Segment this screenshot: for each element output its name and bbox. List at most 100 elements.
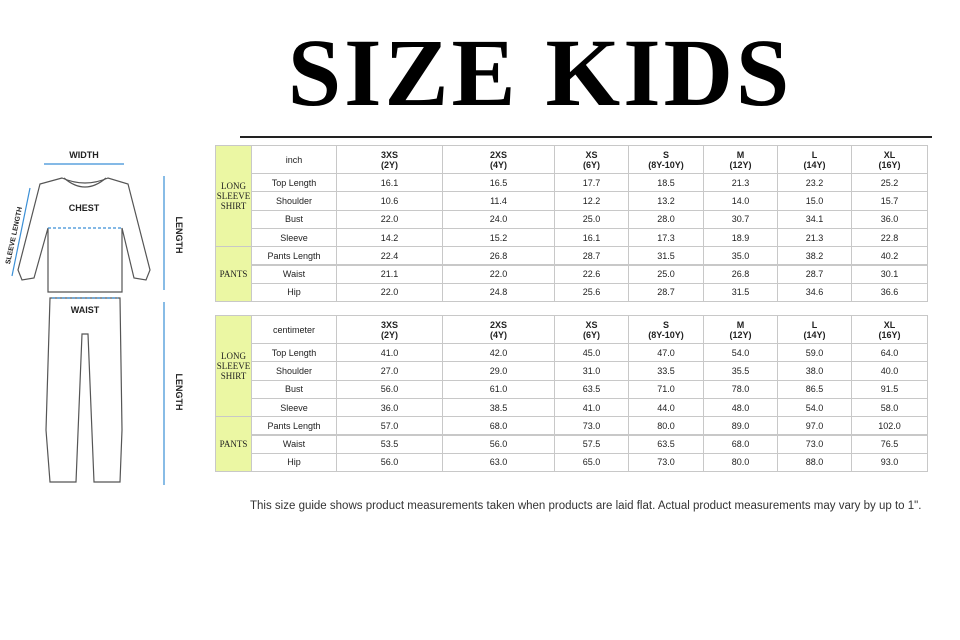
chest-label: CHEST [69, 203, 100, 213]
value-cell: 68.0 [442, 416, 555, 436]
pants-length-label: LENGTH [174, 374, 184, 411]
value-cell: 22.8 [851, 227, 928, 248]
size: L [811, 149, 818, 160]
value-cell: 48.0 [703, 397, 778, 418]
value-cell: 28.7 [628, 282, 704, 303]
value-cell: 14.2 [336, 227, 443, 248]
width-label: WIDTH [69, 150, 99, 160]
value-cell: 73.0 [777, 434, 852, 454]
value-cell: 36.0 [851, 209, 928, 229]
size: S [662, 319, 669, 330]
size-header: XL (16Y) [851, 315, 928, 344]
value-cell: 31.0 [554, 361, 629, 381]
value-cell: 27.0 [336, 361, 443, 381]
size: 3XS [380, 319, 398, 330]
size-header: 3XS (2Y) [336, 145, 443, 174]
value-cell: 56.0 [336, 452, 443, 473]
value-cell: 80.0 [628, 416, 704, 436]
value-cell: 93.0 [851, 452, 928, 473]
row-label: Pants Length [251, 246, 337, 266]
value-cell: 13.2 [628, 191, 704, 211]
unit-header: inch [251, 145, 337, 174]
value-cell: 76.5 [851, 434, 928, 454]
value-cell: 38.2 [777, 246, 852, 266]
value-cell: 12.2 [554, 191, 629, 211]
size-header: S (8Y-10Y) [628, 145, 704, 174]
value-cell: 44.0 [628, 397, 704, 418]
value-cell: 33.5 [628, 361, 704, 381]
group-label: LONG SLEEVE SHIRT [215, 315, 252, 418]
value-cell: 23.2 [777, 173, 852, 193]
shirt-length-label: LENGTH [174, 217, 184, 254]
size: 3XS [380, 149, 398, 160]
value-cell: 15.0 [777, 191, 852, 211]
age: (16Y) [878, 329, 901, 340]
value-cell: 24.8 [442, 282, 555, 303]
value-cell: 58.0 [851, 397, 928, 418]
value-cell: 35.5 [703, 361, 778, 381]
value-cell: 97.0 [777, 416, 852, 436]
size-header: XS (6Y) [554, 145, 629, 174]
value-cell: 53.5 [336, 434, 443, 454]
value-cell: 22.0 [336, 209, 443, 229]
value-cell: 45.0 [554, 343, 629, 363]
row-label: Waist [251, 434, 337, 454]
value-cell: 36.0 [336, 397, 443, 418]
value-cell: 71.0 [628, 379, 704, 399]
size-header: 2XS (4Y) [442, 145, 555, 174]
row-label: Sleeve [251, 227, 337, 248]
value-cell: 26.8 [442, 246, 555, 266]
value-cell: 18.9 [703, 227, 778, 248]
age: (2Y) [380, 329, 398, 340]
value-cell: 21.3 [703, 173, 778, 193]
value-cell: 31.5 [703, 282, 778, 303]
age: (16Y) [878, 159, 901, 170]
value-cell: 78.0 [703, 379, 778, 399]
value-cell: 15.7 [851, 191, 928, 211]
size: XL [883, 319, 896, 330]
size: M [736, 319, 745, 330]
size-header: 3XS (2Y) [336, 315, 443, 344]
value-cell: 18.5 [628, 173, 704, 193]
value-cell: 63.5 [628, 434, 704, 454]
value-cell: 35.0 [703, 246, 778, 266]
size: 2XS [489, 319, 507, 330]
value-cell: 38.5 [442, 397, 555, 418]
age: (4Y) [489, 159, 507, 170]
row-label: Hip [251, 452, 337, 473]
age: (4Y) [489, 329, 507, 340]
value-cell: 47.0 [628, 343, 704, 363]
value-cell: 41.0 [554, 397, 629, 418]
value-cell: 38.0 [777, 361, 852, 381]
value-cell: 57.0 [336, 416, 443, 436]
age: (8Y-10Y) [648, 329, 684, 340]
size: XS [585, 319, 598, 330]
value-cell: 28.7 [777, 264, 852, 284]
value-cell: 40.2 [851, 246, 928, 266]
row-label: Waist [251, 264, 337, 284]
value-cell: 10.6 [336, 191, 443, 211]
value-cell: 42.0 [442, 343, 555, 363]
value-cell: 102.0 [851, 416, 928, 436]
size-header: XL (16Y) [851, 145, 928, 174]
value-cell: 22.0 [336, 282, 443, 303]
value-cell: 25.6 [554, 282, 629, 303]
value-cell: 86.5 [777, 379, 852, 399]
row-label: Hip [251, 282, 337, 303]
value-cell: 28.0 [628, 209, 704, 229]
value-cell: 56.0 [442, 434, 555, 454]
value-cell: 21.1 [336, 264, 443, 284]
waist-label: WAIST [71, 305, 100, 315]
age: (6Y) [582, 159, 600, 170]
value-cell: 25.0 [554, 209, 629, 229]
diagram: WIDTH CHEST SLEEVE LENGTH LENGTH WAIST L… [5, 150, 184, 485]
value-cell: 65.0 [554, 452, 629, 473]
age: (12Y) [729, 159, 752, 170]
value-cell: 57.5 [554, 434, 629, 454]
value-cell: 22.6 [554, 264, 629, 284]
value-cell: 59.0 [777, 343, 852, 363]
value-cell: 16.1 [554, 227, 629, 248]
size-header: M (12Y) [703, 145, 778, 174]
row-label: Sleeve [251, 397, 337, 418]
